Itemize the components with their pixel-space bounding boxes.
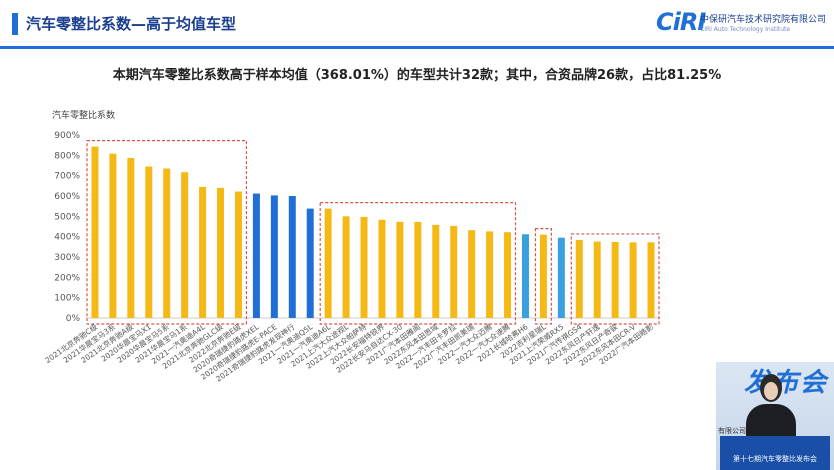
bar — [217, 187, 225, 318]
bar — [575, 239, 583, 318]
bar — [324, 208, 332, 318]
y-tick-label: 800% — [54, 151, 80, 161]
video-overlay: 发布会 有限公司 第十七期汽车零整比发布会 — [716, 362, 834, 470]
y-tick-label: 200% — [54, 273, 80, 283]
bar — [450, 225, 458, 318]
logo-en-name: CIRI Auto Technology Institute — [700, 26, 791, 33]
bar — [234, 191, 242, 318]
logo-cn-name: 中保研汽车技术研究院有限公司 — [700, 15, 827, 25]
y-tick-label: 100% — [54, 294, 80, 304]
y-tick-label: 400% — [54, 233, 80, 243]
bar — [360, 216, 368, 318]
bar — [432, 224, 440, 318]
bar — [109, 153, 117, 318]
highlight-group-box — [534, 228, 552, 325]
ciri-logo: CiRI 中保研汽车技术研究院有限公司 CIRI Auto Technology… — [656, 8, 826, 40]
overlay-side-label: 有限公司 — [718, 427, 746, 435]
bar — [163, 168, 171, 318]
bar — [288, 196, 296, 318]
presenter-face — [764, 382, 778, 400]
overlay-title: 发布会 — [743, 368, 828, 398]
podium: 第十七期汽车零整比发布会 — [720, 436, 830, 470]
slide-title: 汽车零整比系数—高于均值车型 — [26, 15, 237, 33]
bar — [306, 208, 314, 318]
header-accent-bar — [12, 13, 18, 35]
chart-title: 本期汽车零整比系数高于样本均值（368.01%）的车型共计32款；其中，合资品牌… — [112, 68, 722, 83]
slide-header: 汽车零整比系数—高于均值车型 CiRI 中保研汽车技术研究院有限公司 CIRI … — [0, 0, 834, 49]
bar — [199, 186, 207, 318]
y-tick-label: 700% — [54, 172, 80, 182]
bar — [181, 172, 189, 318]
highlight-group-box — [570, 233, 660, 325]
bar — [342, 216, 350, 318]
highlight-group-box — [319, 202, 517, 325]
bar — [593, 241, 601, 318]
bar — [504, 232, 512, 318]
bar — [521, 234, 529, 318]
bar — [539, 234, 547, 318]
y-tick-label: 500% — [54, 212, 80, 222]
bar — [91, 146, 99, 318]
y-tick-label: 0% — [66, 314, 81, 324]
bar — [486, 231, 494, 318]
podium-label: 第十七期汽车零整比发布会 — [733, 455, 817, 463]
y-tick-label: 600% — [54, 192, 80, 202]
bar — [270, 195, 278, 318]
bar — [414, 222, 422, 318]
bar — [127, 157, 135, 318]
bar — [611, 241, 619, 318]
y-axis-label: 汽车零整比系数 — [52, 111, 116, 121]
bar — [396, 221, 404, 318]
y-tick-label: 300% — [54, 253, 80, 263]
bar — [252, 193, 260, 318]
logo-mark: CiRI — [656, 8, 706, 36]
bar — [378, 219, 386, 318]
highlight-group-box — [86, 139, 248, 325]
bar — [647, 242, 655, 318]
bar — [557, 237, 565, 318]
bar — [468, 230, 476, 318]
bar — [145, 166, 153, 318]
bar — [629, 242, 637, 318]
y-tick-label: 900% — [54, 131, 80, 141]
